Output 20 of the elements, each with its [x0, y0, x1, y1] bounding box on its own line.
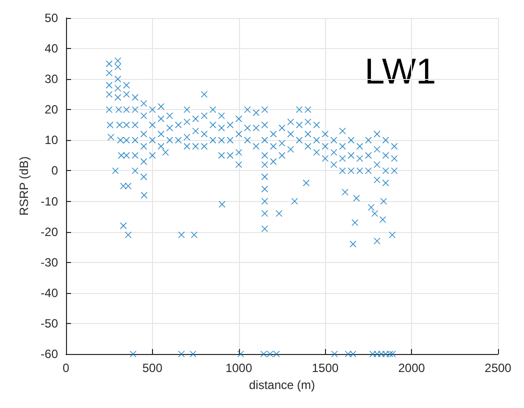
x-tick-label: 1500 [312, 361, 339, 375]
y-axis-title: RSRP (dB) [16, 156, 31, 216]
y-tick-label: -50 [40, 316, 58, 330]
y-tick-label: 40 [44, 42, 58, 56]
y-tick-label: -30 [40, 255, 58, 270]
x-tick-label: 2000 [398, 361, 426, 375]
y-tick-label: -60 [40, 347, 58, 361]
x-tick-label: 1000 [225, 361, 252, 375]
y-tick-label: 50 [44, 11, 58, 25]
x-tick-label: 500 [142, 361, 163, 375]
y-tick-label: -20 [40, 224, 58, 239]
y-tick-label: 30 [44, 72, 58, 86]
y-tick-label: -40 [40, 286, 58, 300]
y-tick-label: -10 [40, 194, 58, 208]
y-tick-label: 10 [44, 133, 58, 148]
x-tick-label: 2500 [484, 361, 512, 375]
x-tick-label: 0 [62, 361, 70, 375]
y-tick-label: 0 [51, 164, 58, 178]
y-tick-label: 20 [44, 102, 58, 117]
x-axis-title: distance (m) [248, 378, 316, 392]
